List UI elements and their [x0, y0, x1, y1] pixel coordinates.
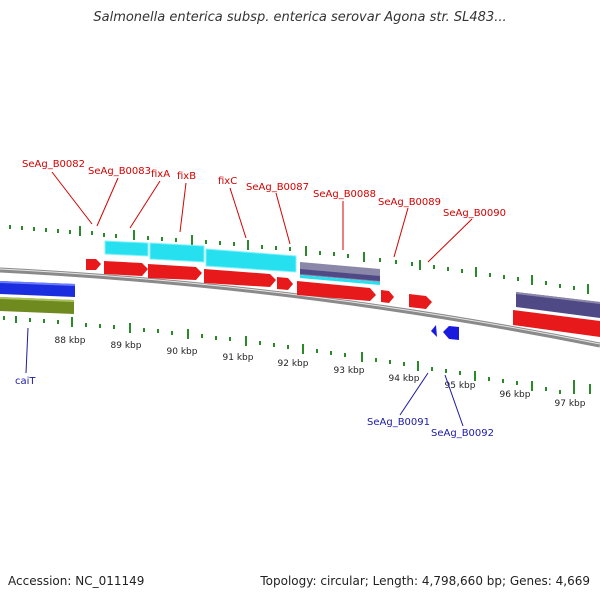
forward-cds-track — [86, 259, 600, 337]
gene-label-seag-b0088: SeAg_B0088 — [313, 189, 376, 200]
kbp-label: 92 kbp — [278, 359, 309, 369]
gene-label-cait: caiT — [15, 376, 36, 387]
gene-label-seag-b0087: SeAg_B0087 — [246, 182, 309, 193]
reverse-cds-track — [431, 325, 459, 340]
kbp-label: 93 kbp — [334, 366, 365, 376]
cyan-features — [104, 240, 297, 273]
kbp-label: 90 kbp — [167, 347, 198, 357]
slate-feature-right — [516, 292, 600, 318]
cds-arrow — [204, 269, 276, 287]
gene-label-seag-b0089: SeAg_B0089 — [378, 197, 441, 208]
kbp-label: 89 kbp — [111, 341, 142, 351]
kbp-label: 95 kbp — [445, 381, 476, 391]
cds-arrow — [148, 264, 202, 280]
cds-arrow — [409, 294, 432, 309]
kbp-label: 94 kbp — [389, 374, 420, 384]
cait-features — [0, 281, 75, 314]
forward-gene-labels: SeAg_B0082 SeAg_B0083 fixA fixB fixC SeA… — [22, 159, 506, 263]
cds-arrow — [86, 259, 101, 270]
gene-label-fixc: fixC — [218, 176, 237, 187]
cds-arrow — [513, 310, 600, 337]
cds-arrow — [104, 261, 148, 276]
cds-arrow — [443, 326, 459, 340]
cds-arrow — [381, 290, 394, 303]
kbp-label: 88 kbp — [55, 336, 86, 346]
kbp-label: 91 kbp — [223, 353, 254, 363]
gene-label-seag-b0091: SeAg_B0091 — [367, 417, 430, 428]
outer-tick-scale — [9, 225, 589, 294]
genome-title: Salmonella enterica subsp. enterica sero… — [93, 10, 507, 25]
genome-summary-text: Topology: circular; Length: 4,798,660 bp… — [260, 574, 590, 588]
gene-label-seag-b0082: SeAg_B0082 — [22, 159, 85, 170]
accession-text: Accession: NC_011149 — [8, 574, 145, 588]
gene-label-seag-b0092: SeAg_B0092 — [431, 428, 494, 439]
inner-tick-scale — [3, 316, 591, 394]
cds-arrow — [277, 277, 293, 290]
kbp-labels: 88 kbp 89 kbp 90 kbp 91 kbp 92 kbp 93 kb… — [55, 336, 586, 409]
gene-label-seag-b0083: SeAg_B0083 — [88, 166, 151, 177]
slate-feature — [300, 262, 380, 285]
reverse-gene-labels: caiT SeAg_B0091 SeAg_B0092 — [15, 327, 494, 439]
gene-label-seag-b0090: SeAg_B0090 — [443, 208, 506, 219]
cds-arrow — [297, 281, 376, 301]
gene-label-fixa: fixA — [151, 169, 170, 180]
gene-label-fixb: fixB — [177, 171, 196, 182]
kbp-label: 96 kbp — [500, 390, 531, 400]
backbone-line — [0, 267, 600, 348]
kbp-label: 97 kbp — [555, 399, 586, 409]
cds-arrow — [431, 325, 437, 337]
